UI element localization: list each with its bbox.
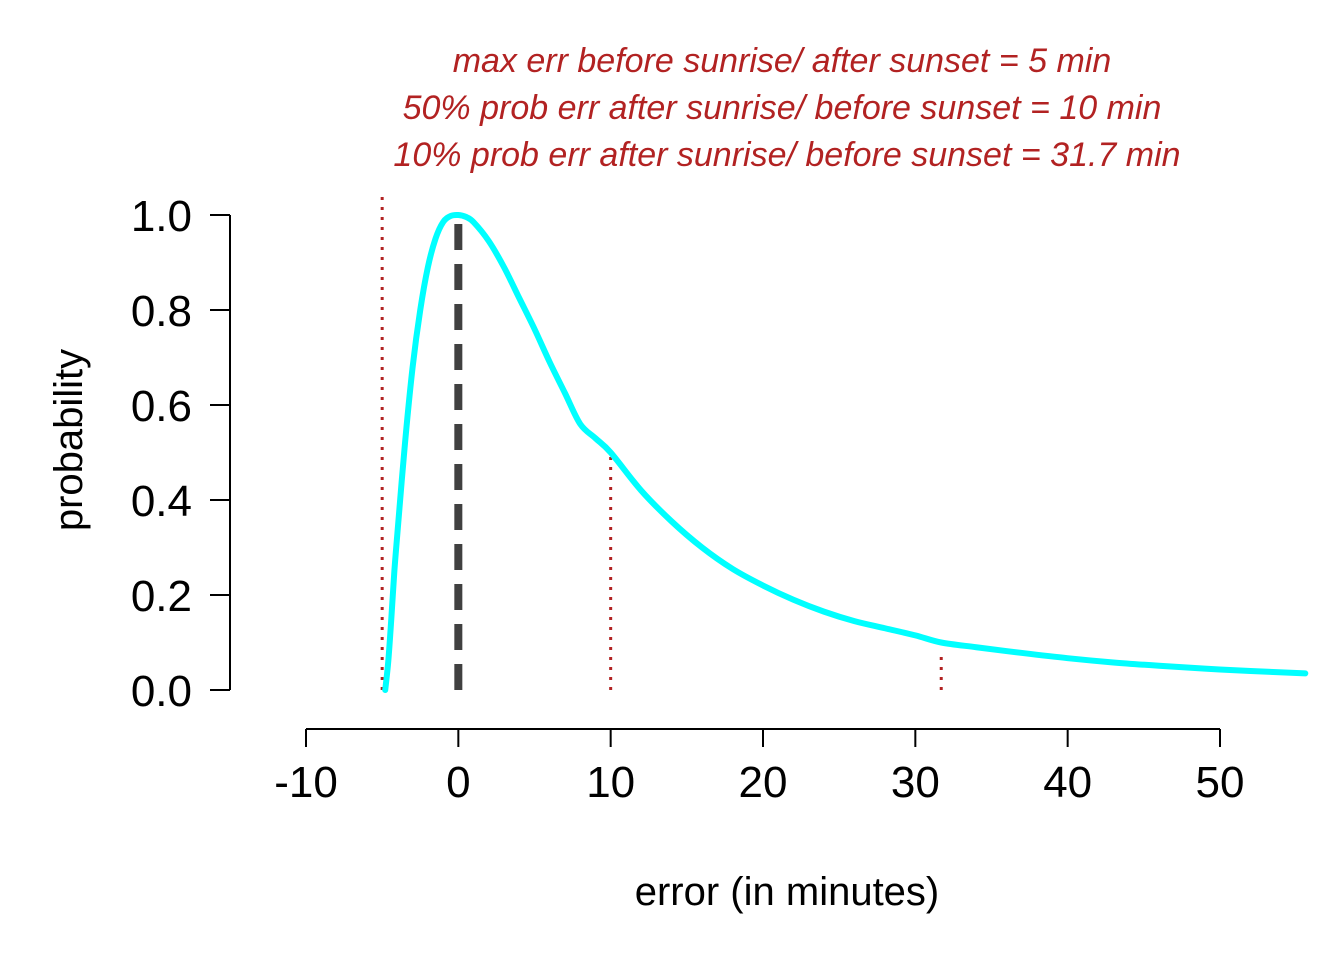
y-axis: 0.0 0.2 0.4 0.6 0.8 1.0 [131,192,231,716]
y-tick-label: 1.0 [131,192,192,241]
x-tick-label: 40 [1043,758,1092,807]
y-axis-label: probability [47,349,91,531]
series-layer [382,211,1309,693]
x-tick-label: 50 [1196,758,1245,807]
reference-lines [380,191,943,690]
title-line-1: max err before sunrise/ after sunset = 5… [453,42,1112,80]
y-tick-label: 0.2 [131,572,192,621]
chart-title: max err before sunrise/ after sunset = 5… [393,42,1180,174]
x-axis: -10 0 10 20 30 40 50 [274,728,1245,807]
x-axis-label: error (in minutes) [635,870,940,914]
x-tick-label: 0 [446,758,470,807]
title-line-2: 50% prob err after sunrise/ before sunse… [403,89,1162,127]
title-line-3: 10% prob err after sunrise/ before sunse… [393,136,1180,174]
series-line [382,211,1309,693]
y-tick-label: 0.8 [131,287,192,336]
y-tick-label: 0.0 [131,667,192,716]
x-tick-label: 30 [891,758,940,807]
y-tick-label: 0.4 [131,477,192,526]
x-tick-label: 10 [586,758,635,807]
x-tick-label: 20 [739,758,788,807]
y-tick-label: 0.6 [131,382,192,431]
x-tick-label: -10 [274,758,338,807]
